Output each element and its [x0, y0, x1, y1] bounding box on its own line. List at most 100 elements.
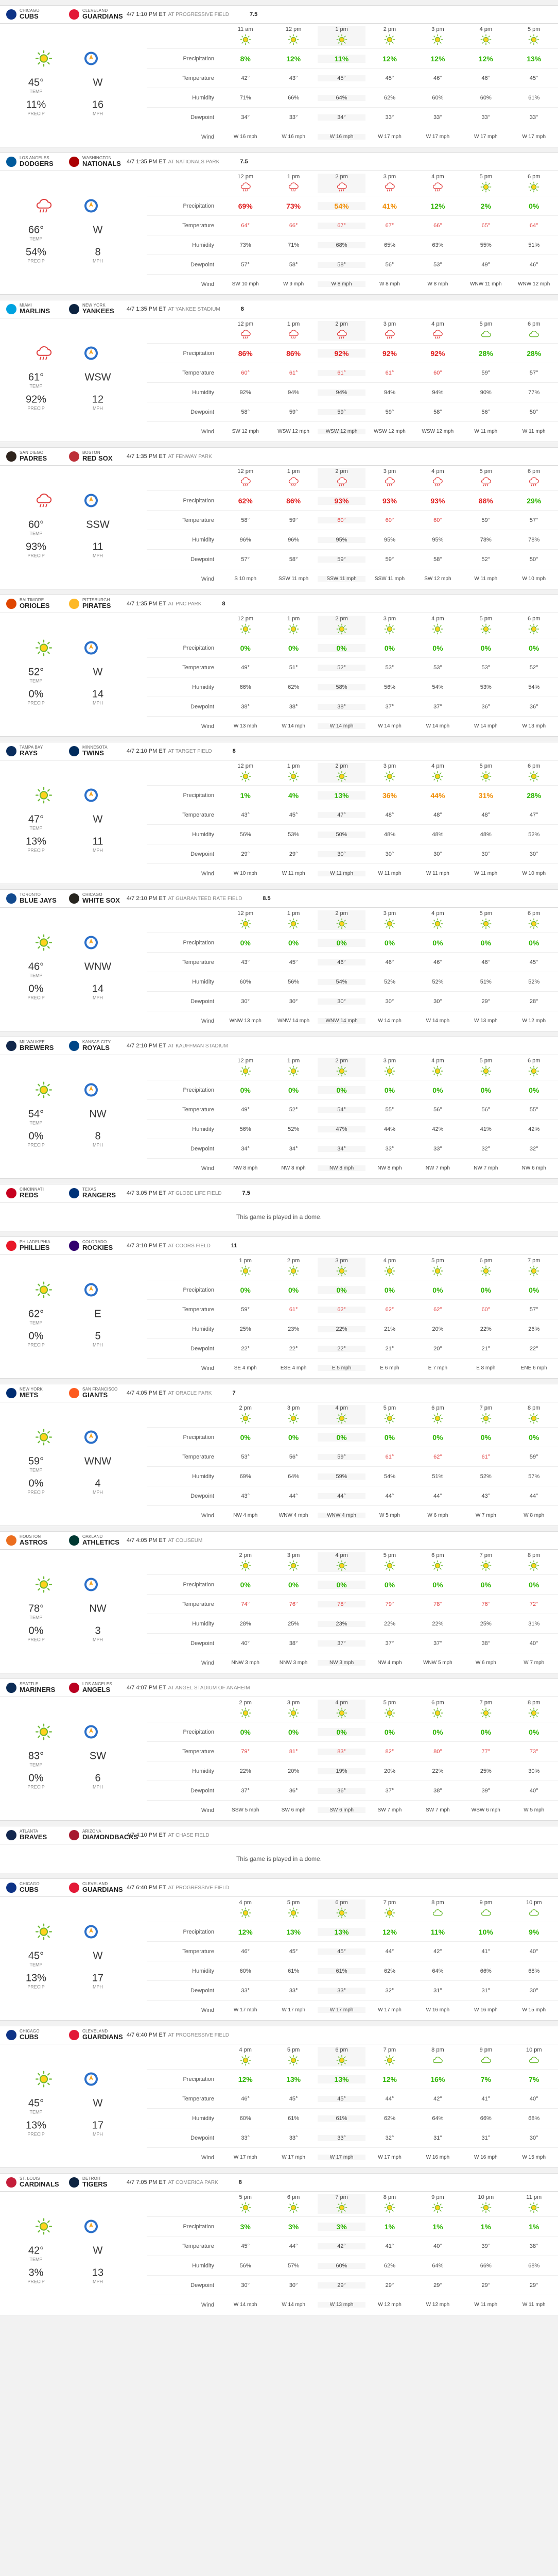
- hour-icon-wrap: [318, 918, 365, 930]
- away-team[interactable]: Los Angeles Dodgers: [0, 156, 63, 167]
- summary-wind-label: MPH: [93, 405, 103, 411]
- hour-label: 5 pm: [479, 910, 493, 917]
- home-team[interactable]: Texas Rangers: [63, 1187, 126, 1199]
- sun-icon: [528, 1413, 539, 1426]
- hour-label: 6 pm: [528, 616, 540, 622]
- away-team[interactable]: New York Mets: [0, 1387, 63, 1399]
- away-team[interactable]: Toronto Blue Jays: [0, 892, 63, 904]
- away-team[interactable]: Philadelphia Phillies: [0, 1240, 63, 1251]
- hour-icon-wrap: [462, 1065, 510, 1077]
- home-team[interactable]: Cleveland Guardians: [63, 2029, 126, 2041]
- humid-value: 64%: [432, 2262, 444, 2269]
- summary-wind-label: MPH: [93, 1142, 103, 1147]
- home-team[interactable]: Cleveland Guardians: [63, 1882, 126, 1893]
- summary-wind: 16 MPH: [77, 99, 118, 116]
- home-team[interactable]: New York Yankees: [63, 303, 126, 315]
- humid-value: 53%: [288, 831, 300, 838]
- away-team[interactable]: San Diego Padres: [0, 450, 63, 462]
- home-team-nickname: Tigers: [82, 2180, 108, 2189]
- home-team[interactable]: Oakland Athletics: [63, 1534, 126, 1546]
- hour-column-header: 4 pm: [462, 26, 510, 46]
- humid-value: 25%: [480, 1620, 492, 1627]
- humid-row: Humidity 25% 23% 22% 21% 20% 22% 26%: [147, 1319, 558, 1338]
- home-team[interactable]: Pittsburgh Pirates: [63, 598, 126, 609]
- away-team[interactable]: Seattle Mariners: [0, 1682, 63, 1693]
- summary-precip-label: PRECIP: [27, 258, 45, 263]
- home-team[interactable]: Boston Red Sox: [63, 450, 126, 462]
- home-team[interactable]: San Francisco Giants: [63, 1387, 126, 1399]
- hour-column-header: 3 pm: [365, 1058, 413, 1077]
- away-team-name: Houston Astros: [20, 1534, 47, 1546]
- home-team[interactable]: Washington Nationals: [63, 156, 126, 167]
- away-team[interactable]: Chicago Cubs: [0, 8, 63, 20]
- humid-row: Humidity 56% 53% 50% 48% 48% 48% 52%: [147, 824, 558, 844]
- game-time: 4/7 1:35 PM ET AT FENWAY PARK: [127, 453, 212, 460]
- away-team[interactable]: Milwaukee Brewers: [0, 1040, 63, 1052]
- hour-label: 10 pm: [526, 2047, 542, 2053]
- hour-icon-wrap: [365, 182, 413, 193]
- precip-value: 12%: [478, 54, 493, 63]
- hour-column-header: 12 pm: [221, 468, 269, 488]
- hourly-grid: 12 pm 1 pm 2 pm 3 pm 4 pm 5 pm 6 pm Precipitati…: [147, 908, 558, 1030]
- summary-icons: [15, 49, 118, 70]
- summary-row: 59° TEMP WNW: [15, 1455, 118, 1472]
- hourly-grid: 12 pm 1 pm 2 pm 3 pm 4 pm 5 pm 6 pm Precipitati…: [147, 1055, 558, 1178]
- hourly-grid: 4 pm 5 pm 6 pm 7 pm 8 pm 9 pm 10 pm Precipitati…: [147, 1897, 558, 2020]
- away-team[interactable]: Miami Marlins: [0, 303, 63, 315]
- game-time: 4/7 2:10 PM ET AT GUARANTEED RATE FIELD: [127, 895, 242, 902]
- away-team[interactable]: Chicago Cubs: [0, 1882, 63, 1893]
- forecast-body: 83° TEMP SW 0% PRECIP 6 MPH 2 pm 3 pm 4 pm 5 pm 6 p…: [0, 1697, 558, 1821]
- hour-label: 3 pm: [335, 1258, 348, 1264]
- away-team[interactable]: Baltimore Orioles: [0, 598, 63, 609]
- rain-cloud-icon: [432, 181, 443, 194]
- temp-value: 67°: [317, 222, 366, 229]
- precip-value: 0%: [240, 1580, 251, 1589]
- away-team[interactable]: Atlanta Braves: [0, 1829, 63, 1841]
- hour-label: 4 pm: [335, 1405, 348, 1411]
- home-team[interactable]: Kansas City Royals: [63, 1040, 126, 1052]
- games-list: Chicago Cubs Cleveland Guardians 4/7 1:10 PM…: [0, 5, 558, 2315]
- dew-value: 36°: [289, 1787, 298, 1794]
- dew-row: Dewpoint 33° 33° 33° 32° 31° 31° 30°: [147, 2128, 558, 2147]
- summary-wind-value: 4: [95, 1478, 101, 1489]
- hourly-grid: 4 pm 5 pm 6 pm 7 pm 8 pm 9 pm 10 pm Precipitati…: [147, 2044, 558, 2167]
- home-team[interactable]: Detroit Tigers: [63, 2176, 126, 2189]
- away-team[interactable]: Chicago Cubs: [0, 2029, 63, 2041]
- precip-value: 10%: [478, 1927, 493, 1936]
- home-team[interactable]: Colorado Rockies: [63, 1240, 126, 1251]
- sun-icon: [240, 623, 251, 636]
- temp-value: 40°: [529, 2095, 538, 2102]
- home-team[interactable]: Chicago White Sox: [63, 892, 126, 904]
- home-team[interactable]: Arizona Diamondbacks: [63, 1829, 138, 1841]
- home-team[interactable]: Minnesota Twins: [63, 745, 126, 757]
- precip-value: 0%: [240, 1433, 251, 1442]
- hour-column-header: 2 pm: [221, 1552, 269, 1572]
- temp-value: 62°: [433, 1306, 442, 1313]
- hour-icon-wrap: [221, 1560, 269, 1572]
- wind-value: E 6 mph: [380, 1365, 399, 1371]
- away-team[interactable]: Tampa Bay Rays: [0, 745, 63, 757]
- cloud-icon: [528, 329, 539, 342]
- wind-value: W 17 mph: [317, 2007, 366, 2013]
- dome-notice: This game is played in a dome.: [0, 1202, 558, 1231]
- humid-row: Humidity 69% 64% 59% 54% 51% 52% 57%: [147, 1466, 558, 1486]
- hour-icon-wrap: [510, 1065, 558, 1077]
- over-under: 11: [231, 1243, 237, 1249]
- away-team[interactable]: Cincinnati Reds: [0, 1187, 63, 1199]
- hour-icon-wrap: [221, 1065, 269, 1077]
- home-team[interactable]: Los Angeles Angels: [63, 1682, 126, 1693]
- precip-value: 86%: [238, 349, 253, 358]
- summary-row: 46° TEMP WNW: [15, 961, 118, 978]
- home-team[interactable]: Cleveland Guardians: [63, 8, 126, 20]
- hour-label: 12 pm: [237, 910, 253, 917]
- wind-value: W 16 mph: [282, 133, 305, 140]
- humid-label: Humidity: [192, 1768, 214, 1774]
- hour-label: 7 pm: [383, 1900, 396, 1906]
- sun-icon: [528, 34, 539, 47]
- home-team-nickname: Guardians: [82, 2033, 123, 2041]
- dew-label: Dewpoint: [190, 556, 214, 563]
- away-team[interactable]: Houston Astros: [0, 1534, 63, 1546]
- away-team[interactable]: St. Louis Cardinals: [0, 2176, 63, 2188]
- forecast-summary: 61° TEMP WSW 92% PRECIP 12 MPH: [0, 318, 221, 442]
- game-header: Chicago Cubs Cleveland Guardians 4/7 6:40 PM…: [0, 2026, 558, 2044]
